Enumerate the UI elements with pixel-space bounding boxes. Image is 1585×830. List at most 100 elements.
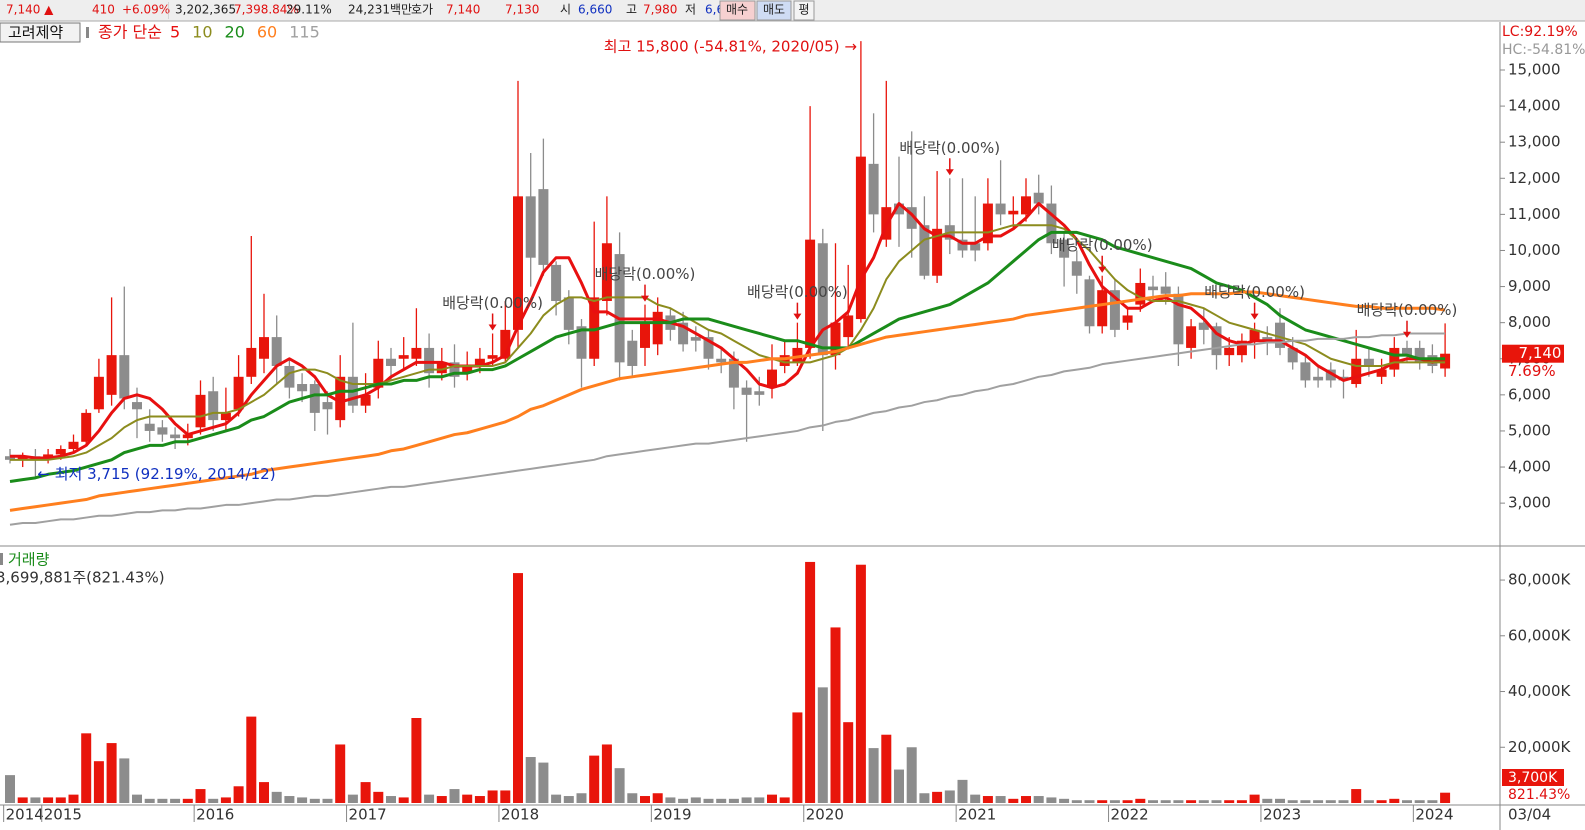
candle-body [1262, 337, 1273, 341]
volume-bar [360, 782, 371, 803]
y-tick-label: 14,000 [1508, 97, 1561, 115]
candle-body [817, 243, 828, 356]
volume-bar [436, 796, 447, 803]
candle-body [1198, 322, 1209, 330]
candle-body [208, 391, 219, 421]
moving-average [10, 202, 1446, 460]
volume-bar [1440, 792, 1451, 803]
candle-body [906, 207, 917, 229]
volume-bar [246, 716, 257, 803]
volume-bar [259, 782, 269, 803]
candle-body [551, 264, 562, 302]
volume-bar [474, 796, 485, 803]
volume-bar [322, 798, 333, 803]
volume-bar [462, 794, 473, 803]
volume-bar [1059, 798, 1070, 803]
volume-bar [1008, 798, 1019, 803]
candle-body [55, 448, 66, 455]
avg-button[interactable] [793, 0, 815, 21]
annotation: 배당락(0.00%) [1357, 301, 1458, 319]
x-tick-label: 2020 [806, 806, 844, 824]
candle-body [1046, 203, 1057, 244]
candle-body [1097, 290, 1108, 327]
candle-body [601, 243, 612, 302]
volume-bar [906, 747, 917, 803]
candle-body [982, 203, 993, 244]
volume-title: 거래량 [8, 551, 50, 569]
volume-bar [1211, 800, 1222, 803]
candle-body [894, 203, 904, 215]
last-price-box [1502, 344, 1564, 363]
sell-label[interactable]: 매도 [763, 3, 785, 17]
volume-bar [640, 796, 650, 803]
sep [168, 2, 169, 19]
x-tick-label: 2024 [1415, 806, 1453, 824]
candle-body [830, 322, 841, 356]
high-label: 고 [626, 3, 637, 17]
volume-bar [487, 790, 498, 803]
candle-body [1249, 329, 1260, 341]
buy-label[interactable]: 매수 [726, 3, 748, 17]
last-volume-rate: 821.43% [1508, 787, 1570, 803]
volume-bar [881, 734, 892, 803]
annotation-arrowhead [1098, 266, 1107, 273]
volume-bar [767, 794, 777, 803]
open: 6,660 [578, 3, 612, 17]
volume-bar [830, 627, 841, 803]
volume-bar [601, 744, 612, 803]
volume-bar [627, 793, 638, 803]
date-label: 03/04 [1508, 806, 1551, 824]
annotation: 배당락(0.00%) [595, 265, 696, 283]
volume-bar [347, 794, 358, 803]
y-tick-label: 9,000 [1508, 277, 1551, 295]
avg-label[interactable]: 평 [798, 3, 809, 17]
candle-body [627, 340, 638, 366]
annotation-arrowhead [793, 313, 802, 320]
candle-body [1135, 282, 1146, 305]
annotation: 배당락(0.00%) [899, 139, 1000, 157]
volume-bar [741, 797, 752, 803]
volume-bar [220, 797, 231, 803]
volume-bar [665, 797, 676, 803]
candle-body [1084, 279, 1095, 327]
annotation-arrowhead [1250, 313, 1259, 320]
candle-body [1122, 315, 1133, 323]
volume-bar [271, 791, 282, 803]
buy-button[interactable] [719, 0, 756, 21]
x-tick-label: 2021 [958, 806, 996, 824]
volume-bar [1148, 800, 1158, 803]
candle-body [538, 189, 549, 265]
volume-bar [1097, 800, 1108, 803]
candle-body [1186, 326, 1197, 348]
legend-entry: 5 [170, 23, 180, 42]
volume-bar [157, 798, 168, 803]
candle-body [1414, 347, 1425, 363]
candle-body [855, 156, 866, 320]
volume-bar [513, 573, 523, 803]
volume-bar [182, 798, 193, 803]
volume-bar [1313, 800, 1324, 803]
ma-label: 종가 단순 [98, 23, 162, 42]
candle-body [297, 384, 308, 392]
candle-body [563, 297, 574, 330]
candle-body [1338, 376, 1349, 381]
sell-button[interactable] [756, 0, 792, 21]
volume-bar [297, 797, 308, 803]
candle-body [233, 376, 244, 410]
candle-body [513, 196, 523, 330]
candle-body [728, 358, 739, 388]
candle-body [170, 434, 181, 439]
candle-body [703, 337, 714, 359]
volume-bar [1135, 798, 1146, 803]
candle-body [741, 387, 752, 395]
candle-body [398, 355, 409, 359]
volume-bar [1109, 800, 1120, 803]
volume-bar [855, 564, 866, 803]
volume-bar [30, 797, 41, 803]
rate: +6.09% [122, 3, 170, 17]
title-box[interactable] [0, 22, 81, 43]
volume-bar [817, 687, 828, 803]
volume-bar [576, 793, 587, 803]
volume-bar [1363, 800, 1374, 803]
candle-body [144, 423, 155, 431]
